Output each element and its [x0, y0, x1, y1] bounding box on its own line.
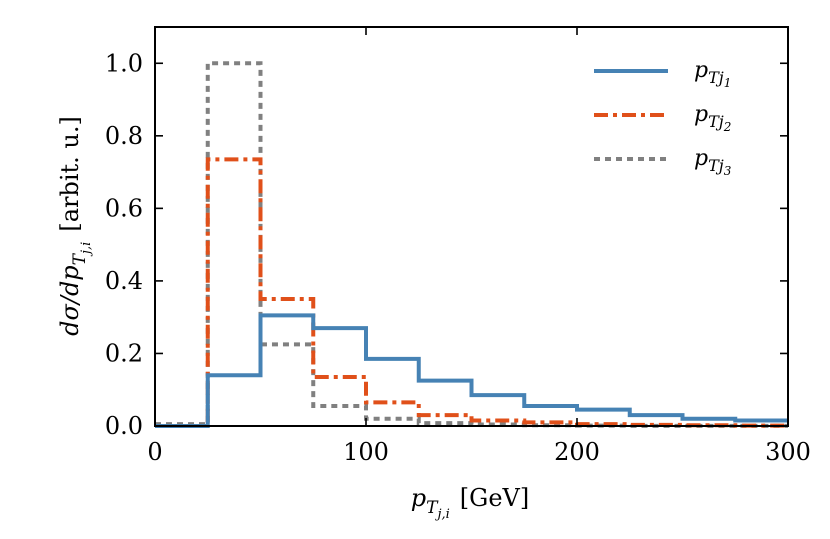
x-tick-label: 200 [554, 438, 600, 466]
y-axis-label-unit: [arbit. u.] [56, 116, 84, 232]
x-tick-label: 100 [343, 438, 389, 466]
y-tick-label: 0.6 [105, 194, 143, 222]
x-axis-label-unit: [GeV] [460, 484, 529, 512]
ticks: 0 100 200 300 0.0 0.2 0.4 0.6 0.8 1.0 [105, 27, 811, 466]
x-tick-label: 0 [147, 438, 162, 466]
legend-label-3: pTj3 [694, 146, 732, 178]
series-2-step-line [155, 157, 788, 428]
y-axis-label-sub: T [70, 252, 90, 265]
x-axis-label: pTj,i [GeV] [411, 484, 529, 522]
y-tick-label: 0.8 [105, 122, 143, 150]
y-tick-label: 0.0 [105, 412, 143, 440]
y-axis-label-subsub: j,i [79, 242, 94, 257]
x-tick-label: 300 [765, 438, 811, 466]
plot-lines [155, 61, 788, 428]
y-axis-label-text: dσ/dp [56, 265, 84, 336]
x-axis-label-sub: T [426, 498, 439, 518]
x-axis-label-subsub: j,i [434, 507, 449, 522]
y-tick-label: 1.0 [105, 49, 143, 77]
legend-label-1: pTj1 [694, 58, 731, 90]
x-axis-label-base: p [411, 484, 426, 512]
y-tick-label: 0.4 [105, 267, 143, 295]
y-axis-label: dσ/dpTj,i [arbit. u.] [56, 116, 94, 336]
plot-frame [154, 26, 789, 427]
series-1-step-line [155, 313, 788, 428]
y-tick-label: 0.2 [105, 339, 143, 367]
legend: pTj1 pTj2 pTj3 [594, 58, 732, 178]
legend-label-2: pTj2 [694, 102, 731, 134]
series-3-step-line [155, 61, 788, 428]
